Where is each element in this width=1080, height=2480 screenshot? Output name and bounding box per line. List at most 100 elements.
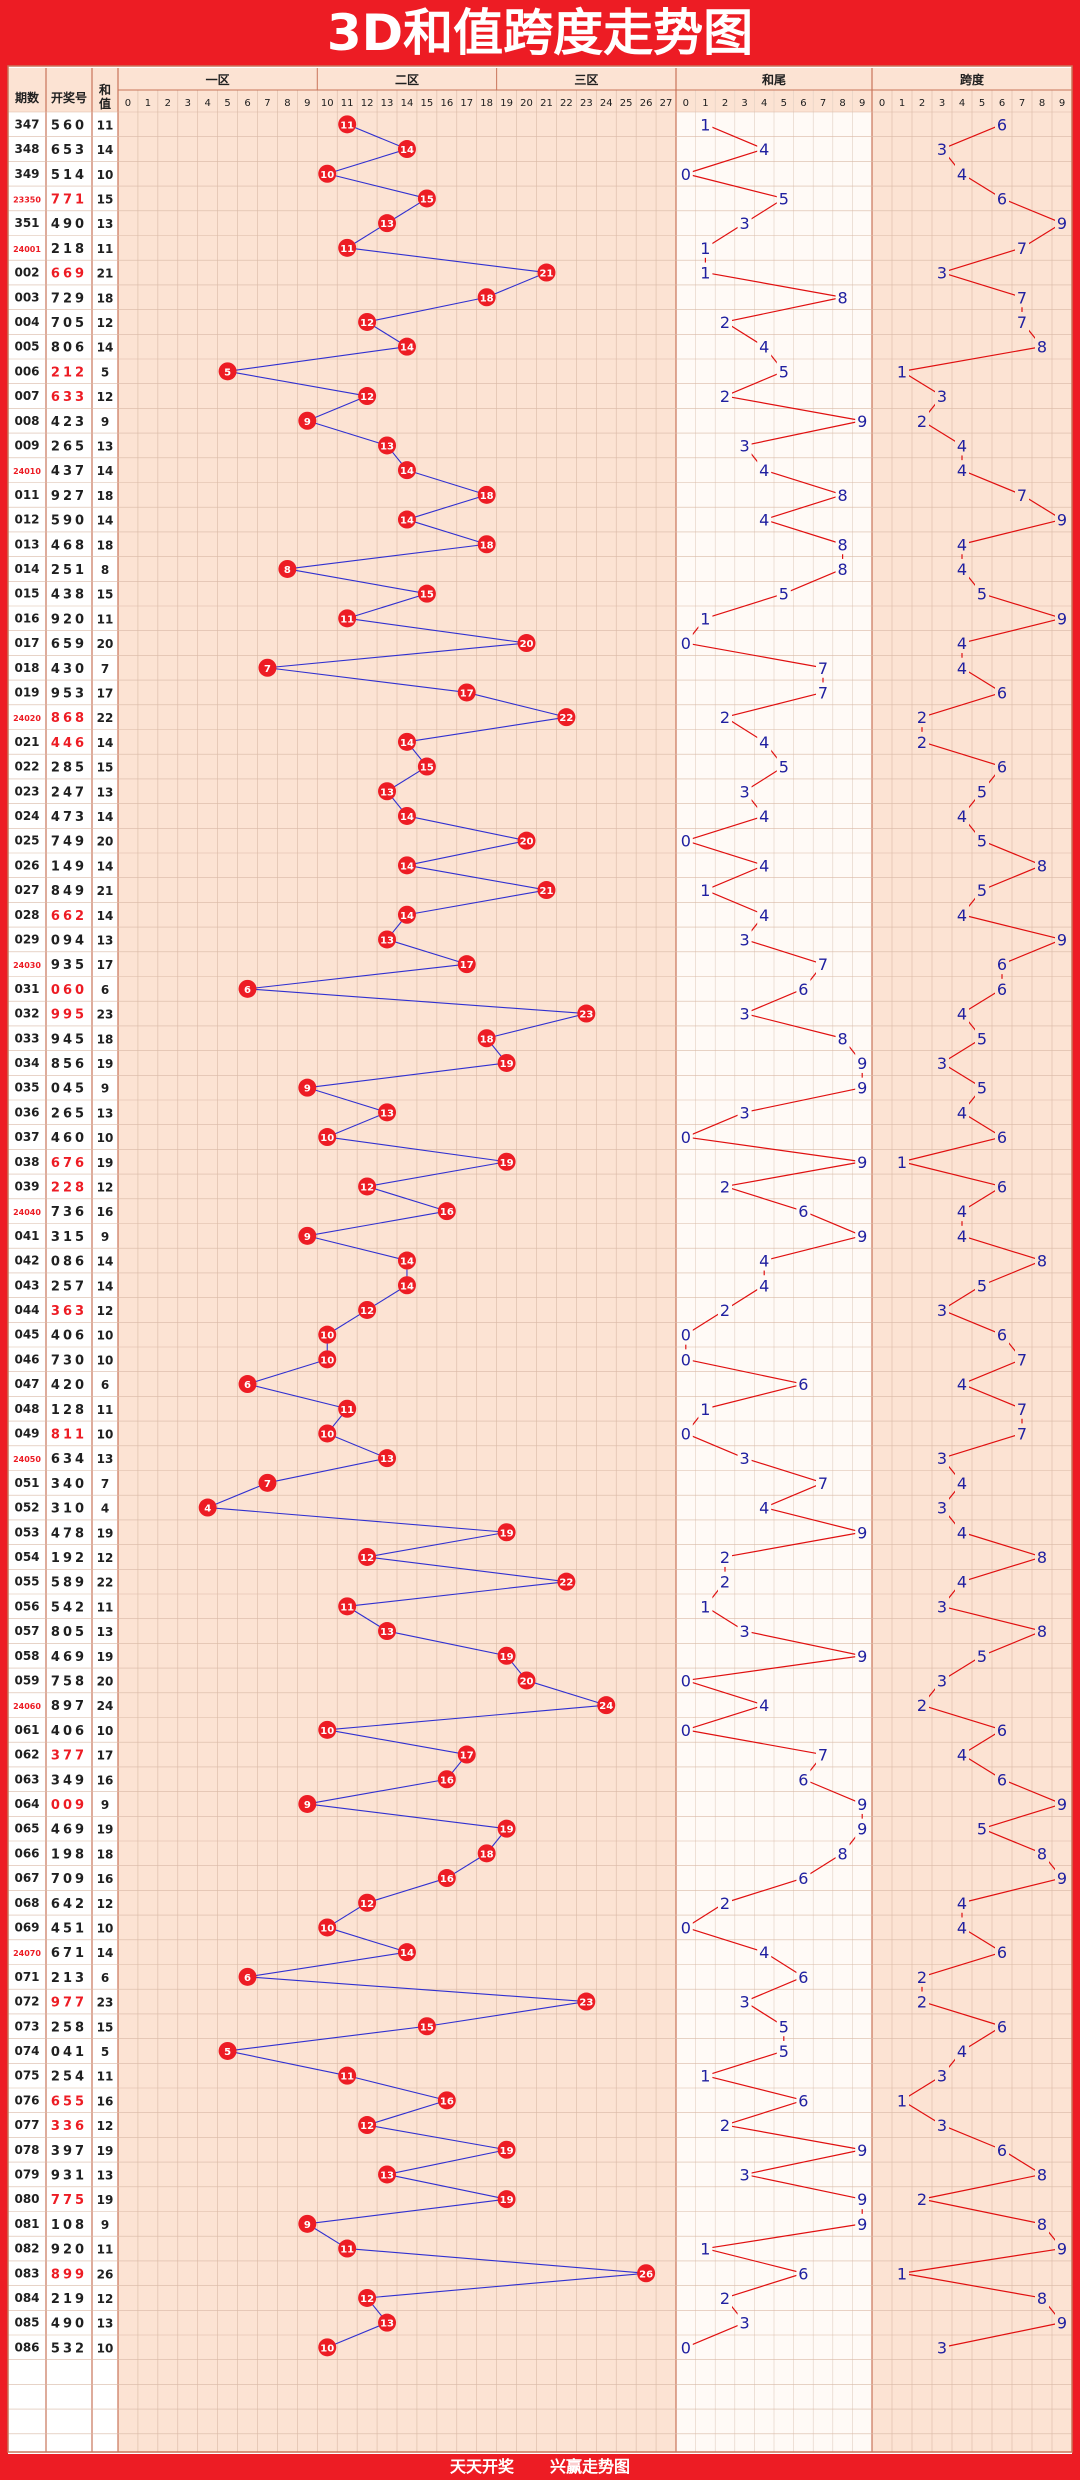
period-label: 008 xyxy=(14,414,39,428)
tick-label: 1 xyxy=(702,98,708,109)
draw-number: 945 xyxy=(51,1032,87,1047)
draw-number: 060 xyxy=(51,983,87,998)
sum-value: 13 xyxy=(97,2168,114,2182)
draw-number: 228 xyxy=(51,1180,87,1195)
tick-label: 22 xyxy=(560,98,573,109)
draw-number: 899 xyxy=(51,2267,87,2282)
sum-marker xyxy=(338,1399,357,1418)
tail-digit-bg xyxy=(757,1275,772,1296)
period-label: 045 xyxy=(14,1328,39,1342)
sum-marker xyxy=(358,312,377,331)
sum-marker xyxy=(537,263,556,282)
span-digit: 3 xyxy=(937,264,947,283)
sum-value: 14 xyxy=(97,810,114,824)
tail-digit: 8 xyxy=(838,288,848,307)
sum-marker-label: 15 xyxy=(420,763,434,774)
header-span: 跨度 xyxy=(960,72,985,87)
sum-value: 23 xyxy=(97,1996,114,2010)
tail-digit-bg xyxy=(718,2287,732,2308)
sum-value: 13 xyxy=(97,1625,114,1639)
tail-digit-bg xyxy=(698,880,713,901)
tick-label: 9 xyxy=(859,98,865,109)
sum-marker xyxy=(378,436,397,455)
draw-number: 478 xyxy=(51,1526,87,1541)
draw-number: 653 xyxy=(51,143,87,158)
tail-digit: 9 xyxy=(857,1647,867,1666)
draw-number: 406 xyxy=(51,1724,87,1739)
sum-value: 21 xyxy=(97,267,114,281)
sum-trend-line xyxy=(307,1778,447,1805)
sum-marker xyxy=(338,2239,357,2258)
period-label: 022 xyxy=(14,760,39,774)
period-label: 044 xyxy=(14,1303,39,1317)
span-digit: 3 xyxy=(937,387,947,406)
sum-trend-line xyxy=(247,1976,587,2003)
tail-digit-bg xyxy=(737,2312,752,2333)
sum-marker-label: 19 xyxy=(500,1528,514,1539)
tail-trend-line xyxy=(705,2247,804,2274)
sum-trend-line xyxy=(247,1358,328,1385)
span-digit: 5 xyxy=(977,881,987,900)
span-digit-bg xyxy=(915,410,929,431)
tail-digit: 4 xyxy=(759,1696,769,1715)
sum-marker xyxy=(378,2313,397,2332)
draw-number: 920 xyxy=(51,612,87,627)
tail-digit: 1 xyxy=(700,881,710,900)
period-label: 003 xyxy=(14,290,39,304)
span-digit-bg xyxy=(955,1003,969,1024)
sum-marker-label: 19 xyxy=(500,1825,514,1836)
span-digit: 4 xyxy=(957,906,967,925)
tail-trend-line xyxy=(685,1358,804,1385)
sum-trend-line xyxy=(267,667,467,693)
span-digit: 4 xyxy=(957,2042,967,2061)
sum-marker-label: 18 xyxy=(480,293,494,304)
tail-digit-bg xyxy=(855,410,870,431)
period-label: 015 xyxy=(14,587,39,601)
period-label: 041 xyxy=(14,1229,39,1243)
span-digit: 6 xyxy=(997,1326,1007,1345)
tail-digit-bg xyxy=(776,583,791,604)
sum-value: 22 xyxy=(97,1576,114,1590)
span-digit: 2 xyxy=(917,1696,927,1715)
sum-value: 24 xyxy=(97,1699,114,1713)
span-digit-bg xyxy=(995,682,1009,703)
sum-value: 10 xyxy=(97,1131,114,1145)
period-label: 016 xyxy=(14,611,39,625)
tail-digit: 8 xyxy=(838,1844,848,1863)
tail-digit-bg xyxy=(835,1843,850,1864)
sum-value: 19 xyxy=(97,2144,114,2158)
tail-trend-line xyxy=(764,518,843,545)
tail-trend-line xyxy=(685,1432,745,1459)
tail-digit-bg xyxy=(855,1645,870,1666)
period-label: 24040 xyxy=(13,1208,41,1217)
sum-marker xyxy=(238,1967,257,1986)
sum-marker xyxy=(378,1622,397,1641)
tail-digit: 2 xyxy=(720,1573,730,1592)
sum-trend-line xyxy=(386,938,467,965)
span-digit: 8 xyxy=(1037,338,1047,357)
sum-value: 20 xyxy=(97,1674,114,1688)
span-digit: 6 xyxy=(997,2017,1007,2036)
draw-number: 560 xyxy=(51,118,87,133)
span-trend-line xyxy=(981,864,1043,891)
period-label: 012 xyxy=(14,513,39,527)
tick-label: 16 xyxy=(440,98,453,109)
sum-marker-label: 19 xyxy=(500,1059,514,1070)
draw-number: 532 xyxy=(51,2341,87,2356)
span-digit: 3 xyxy=(937,1597,947,1616)
sum-trend-line xyxy=(327,1704,607,1731)
sum-marker-label: 11 xyxy=(340,2072,354,2083)
span-trend-line xyxy=(1001,1778,1063,1805)
sum-value: 14 xyxy=(97,859,114,873)
span-digit: 8 xyxy=(1037,1622,1047,1641)
span-trend-line xyxy=(961,1383,1023,1410)
sum-value: 18 xyxy=(97,538,114,552)
period-label: 064 xyxy=(14,1797,39,1811)
sum-marker xyxy=(358,2116,377,2135)
tick-label: 3 xyxy=(185,98,191,109)
tail-trend-line xyxy=(685,2322,745,2348)
tail-digit-bg xyxy=(835,558,850,579)
span-digit: 6 xyxy=(997,189,1007,208)
tail-trend-line xyxy=(744,2173,863,2200)
period-label: 077 xyxy=(14,2118,39,2132)
